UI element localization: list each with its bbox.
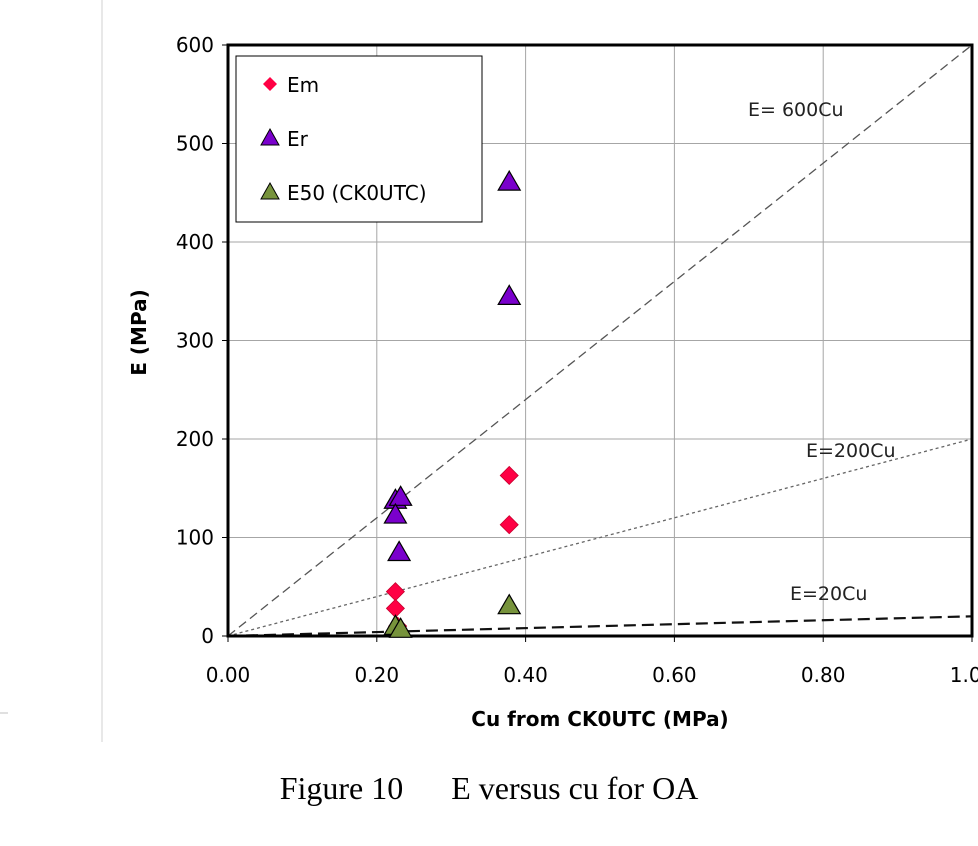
x-tick-label: 1.00 — [950, 663, 978, 687]
reference-line-label: E= 600Cu — [748, 99, 844, 121]
y-axis-title: E (MPa) — [127, 289, 151, 375]
point-e50-ck0utc — [388, 617, 413, 638]
point-e50-ck0utc — [497, 593, 522, 615]
y-tick-label: 600 — [176, 33, 214, 57]
y-axis-ticks: 0 100 200 300 400 500 600 — [176, 33, 228, 648]
point-er — [383, 502, 408, 524]
legend-label-e50-ck0utc: E50 (CK0UTC) — [287, 181, 427, 205]
x-tick-label: 0.80 — [801, 663, 846, 687]
x-axis-title: Cu from CK0UTC (MPa) — [471, 707, 728, 731]
x-tick-label: 0.40 — [503, 663, 548, 687]
y-tick-label: 200 — [176, 427, 214, 451]
reference-line — [227, 615, 973, 638]
figure-caption: Figure 10 E versus cu for OA — [279, 770, 699, 806]
data-points — [383, 169, 522, 638]
y-tick-label: 500 — [176, 132, 214, 156]
legend-label-em: Em — [287, 73, 319, 97]
legend-swatch-er — [260, 127, 280, 146]
reference-line-label: E=20Cu — [790, 583, 867, 605]
legend-label-er: Er — [287, 127, 309, 151]
y-tick-label: 100 — [176, 526, 214, 550]
x-tick-label: 0.20 — [355, 663, 400, 687]
y-tick-label: 0 — [201, 624, 214, 648]
point-er — [497, 284, 522, 305]
y-tick-label: 300 — [176, 329, 214, 353]
legend-swatch-e50-ck0utc — [260, 181, 280, 200]
point-er — [388, 485, 413, 506]
x-tick-label: 0.60 — [652, 663, 697, 687]
x-tick-label: 0.00 — [206, 663, 251, 687]
reference-line — [227, 44, 973, 637]
y-tick-label: 400 — [176, 230, 214, 254]
reference-line — [227, 438, 973, 637]
legend: Em Er E50 (CK0UTC) — [235, 55, 483, 223]
reference-line-label: E=200Cu — [806, 440, 896, 462]
point-er — [497, 169, 522, 191]
point-em — [499, 515, 519, 535]
chart-area — [102, 0, 978, 742]
point-er — [387, 540, 412, 562]
x-axis-ticks: 0.00 0.20 0.40 0.60 0.80 1.00 — [206, 636, 978, 687]
reference-lines: E= 600Cu E=200Cu E=20Cu — [227, 44, 973, 638]
legend-box — [235, 55, 483, 223]
legend-swatch-em — [263, 77, 277, 91]
point-em — [499, 465, 519, 486]
